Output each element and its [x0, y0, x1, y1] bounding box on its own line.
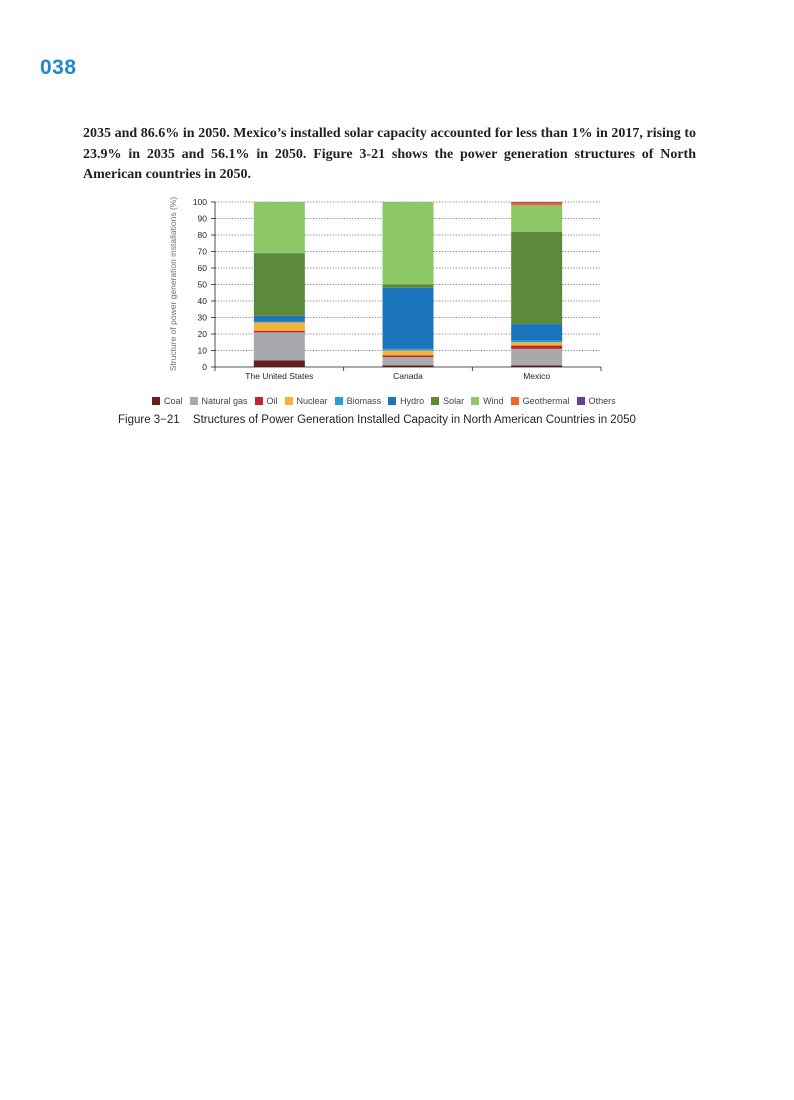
legend-item-coal: Coal	[152, 396, 183, 406]
legend-swatch	[388, 397, 397, 405]
bar-mexico-hydro	[511, 324, 563, 341]
y-tick-label-100: 100	[193, 197, 207, 207]
x-tick-label-canada: Canada	[393, 371, 423, 381]
bar-mexico-others	[511, 202, 563, 203]
legend-label: Oil	[266, 396, 278, 406]
legend-swatch	[510, 397, 519, 405]
bar-canada-solar	[382, 284, 434, 288]
bar-the-united-states-coal	[253, 360, 305, 367]
bar-mexico-natural-gas	[511, 348, 563, 366]
legend-item-natural-gas: Natural gas	[189, 396, 248, 406]
legend-swatch	[334, 397, 343, 405]
bar-mexico-solar	[511, 231, 563, 325]
chart-svg: 0 10 20 30 40 50 60 70 80 90 100 The United States C…	[168, 197, 602, 381]
bar-canada-oil	[382, 355, 434, 358]
bar-the-united-states-oil	[253, 330, 305, 333]
legend-label: Others	[588, 396, 616, 406]
bar-mexico-wind	[511, 205, 563, 232]
legend-item-geothermal: Geothermal	[510, 396, 570, 406]
bar-mexico-nuclear	[511, 342, 563, 346]
bar-canada-biomass	[382, 348, 434, 351]
bar-mexico-geothermal	[511, 202, 563, 206]
bar-the-united-states-wind	[253, 202, 305, 254]
legend-label: Geothermal	[522, 396, 570, 406]
bar-the-united-states-hydro	[253, 315, 305, 322]
legend-label: Solar	[443, 396, 465, 406]
y-tick-label-40: 40	[198, 296, 208, 306]
bar-canada-natural-gas	[382, 357, 434, 366]
y-tick-label-20: 20	[198, 329, 208, 339]
bar-the-united-states-natural-gas	[253, 332, 305, 361]
bar-mexico-coal	[511, 365, 563, 367]
bars	[253, 202, 563, 367]
legend-swatch	[576, 397, 585, 405]
legend-swatch	[189, 397, 198, 405]
legend-item-biomass: Biomass	[334, 396, 382, 406]
y-axis-label: Structure of power generation installati…	[168, 197, 178, 372]
legend-item-solar: Solar	[431, 396, 464, 406]
legend-label: Biomass	[346, 396, 382, 406]
bar-the-united-states-solar	[253, 253, 305, 316]
y-tick-label-70: 70	[198, 247, 208, 257]
bar-canada-wind	[382, 202, 434, 285]
body-paragraph: 2035 and 86.6% in 2050. Mexico’s install…	[83, 126, 696, 182]
legend-label: Hydro	[400, 396, 425, 406]
legend-item-wind: Wind	[471, 396, 504, 406]
legend-label: Wind	[483, 396, 504, 406]
legend-item-hydro: Hydro	[388, 396, 424, 406]
x-tick-label-mexico: Mexico	[523, 371, 550, 381]
bar-canada-coal	[382, 365, 434, 367]
legend-item-oil: Oil	[254, 396, 278, 406]
bar-mexico-biomass	[511, 340, 563, 343]
y-tick-label-80: 80	[198, 230, 208, 240]
bar-the-united-states-biomass	[253, 321, 305, 323]
figure-caption: Figure 3−21 Structures of Power Generati…	[118, 414, 718, 426]
legend-item-others: Others	[576, 396, 616, 406]
bar-canada-hydro	[382, 287, 434, 349]
bar-mexico-oil	[511, 345, 563, 349]
legend-label: Coal	[164, 396, 183, 406]
y-tick-label-0: 0	[202, 362, 207, 372]
legend-item-nuclear: Nuclear	[284, 396, 328, 406]
legend-label: Nuclear	[296, 396, 328, 406]
chart-legend: Coal Natural gas Oil Nuclear Biomass Hydro Sol…	[152, 394, 652, 408]
y-tick-label-30: 30	[198, 313, 208, 323]
legend-swatch	[152, 397, 160, 405]
y-tick-label-60: 60	[198, 263, 208, 273]
figure-number: Figure 3−21	[118, 414, 180, 426]
bar-canada-nuclear	[382, 350, 434, 356]
y-tick-label-90: 90	[198, 214, 208, 224]
y-tick-label-10: 10	[198, 346, 208, 356]
figure-title: Structures of Power Generation Installed…	[192, 414, 636, 426]
bar-the-united-states-nuclear	[253, 322, 305, 331]
legend-swatch	[254, 397, 263, 405]
legend-swatch	[431, 397, 440, 405]
legend-label: Natural gas	[201, 396, 248, 406]
legend-swatch	[471, 397, 480, 405]
axes: 0 10 20 30 40 50 60 70 80 90 100 The United States C…	[193, 197, 602, 381]
legend-swatch	[284, 397, 293, 405]
stacked-bar-chart: 0 10 20 30 40 50 60 70 80 90 100 The United States C…	[160, 192, 610, 410]
x-tick-label-the-united-states: The United States	[245, 371, 313, 381]
y-tick-label-50: 50	[198, 280, 208, 290]
page-number: 038	[40, 56, 77, 79]
